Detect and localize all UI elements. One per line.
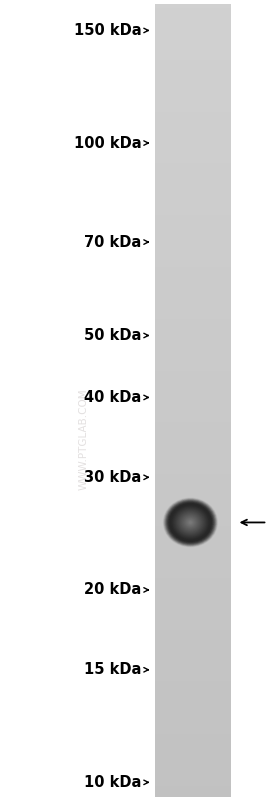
Ellipse shape <box>173 507 208 539</box>
Ellipse shape <box>170 504 211 541</box>
Ellipse shape <box>179 512 202 533</box>
Ellipse shape <box>166 501 214 544</box>
Ellipse shape <box>184 517 197 528</box>
Ellipse shape <box>174 507 207 538</box>
Ellipse shape <box>178 511 203 534</box>
Text: 100 kDa: 100 kDa <box>74 136 141 150</box>
Ellipse shape <box>189 522 192 523</box>
Ellipse shape <box>189 521 192 523</box>
Ellipse shape <box>167 501 214 543</box>
Ellipse shape <box>182 515 199 530</box>
Ellipse shape <box>174 508 206 537</box>
Ellipse shape <box>179 513 201 532</box>
Text: WWW.PTGLAB.COM: WWW.PTGLAB.COM <box>79 388 89 491</box>
Ellipse shape <box>169 503 211 542</box>
Ellipse shape <box>178 511 202 533</box>
Ellipse shape <box>185 518 195 527</box>
Ellipse shape <box>187 519 194 526</box>
Text: 30 kDa: 30 kDa <box>84 470 141 485</box>
Ellipse shape <box>183 515 198 529</box>
Ellipse shape <box>188 520 193 525</box>
Ellipse shape <box>188 520 193 525</box>
Ellipse shape <box>176 509 205 536</box>
Ellipse shape <box>186 519 195 527</box>
Ellipse shape <box>165 500 215 545</box>
Ellipse shape <box>179 512 202 533</box>
Ellipse shape <box>170 503 211 541</box>
Text: 50 kDa: 50 kDa <box>84 328 141 343</box>
Ellipse shape <box>180 513 200 531</box>
Ellipse shape <box>180 513 201 532</box>
Ellipse shape <box>168 502 213 543</box>
Ellipse shape <box>169 503 212 542</box>
Text: 20 kDa: 20 kDa <box>84 582 141 598</box>
Text: 150 kDa: 150 kDa <box>74 23 141 38</box>
Ellipse shape <box>187 519 194 526</box>
Ellipse shape <box>168 503 213 543</box>
Ellipse shape <box>181 515 200 531</box>
Ellipse shape <box>165 500 216 545</box>
Ellipse shape <box>165 499 216 546</box>
Ellipse shape <box>184 517 197 528</box>
Ellipse shape <box>190 522 191 523</box>
Ellipse shape <box>176 510 205 535</box>
Ellipse shape <box>176 509 205 535</box>
Ellipse shape <box>188 521 192 524</box>
Ellipse shape <box>167 501 214 544</box>
Ellipse shape <box>178 511 203 534</box>
Ellipse shape <box>186 519 195 527</box>
Ellipse shape <box>183 515 198 530</box>
Ellipse shape <box>185 518 196 527</box>
Text: 70 kDa: 70 kDa <box>84 235 141 249</box>
Ellipse shape <box>169 503 212 542</box>
Ellipse shape <box>181 514 200 531</box>
Ellipse shape <box>170 504 211 541</box>
Ellipse shape <box>182 515 199 530</box>
Ellipse shape <box>173 507 207 538</box>
Ellipse shape <box>185 517 196 527</box>
Ellipse shape <box>174 507 207 537</box>
Ellipse shape <box>178 511 203 534</box>
Ellipse shape <box>176 510 204 535</box>
Ellipse shape <box>175 508 206 537</box>
Text: 10 kDa: 10 kDa <box>84 775 141 790</box>
Ellipse shape <box>181 514 200 531</box>
Ellipse shape <box>166 500 215 544</box>
Ellipse shape <box>184 516 197 529</box>
Ellipse shape <box>171 505 210 540</box>
Ellipse shape <box>186 519 195 526</box>
Text: 15 kDa: 15 kDa <box>84 662 141 678</box>
Ellipse shape <box>177 511 204 535</box>
Ellipse shape <box>172 506 209 539</box>
Ellipse shape <box>175 509 206 536</box>
Ellipse shape <box>173 507 208 538</box>
Ellipse shape <box>171 505 209 539</box>
Ellipse shape <box>167 502 214 543</box>
Ellipse shape <box>172 507 208 539</box>
Ellipse shape <box>171 505 210 540</box>
Text: 40 kDa: 40 kDa <box>84 390 141 405</box>
Ellipse shape <box>187 519 193 525</box>
Ellipse shape <box>172 506 209 539</box>
Ellipse shape <box>177 511 204 535</box>
Ellipse shape <box>189 521 192 524</box>
Ellipse shape <box>183 516 198 529</box>
Ellipse shape <box>168 503 213 543</box>
Ellipse shape <box>181 515 199 531</box>
